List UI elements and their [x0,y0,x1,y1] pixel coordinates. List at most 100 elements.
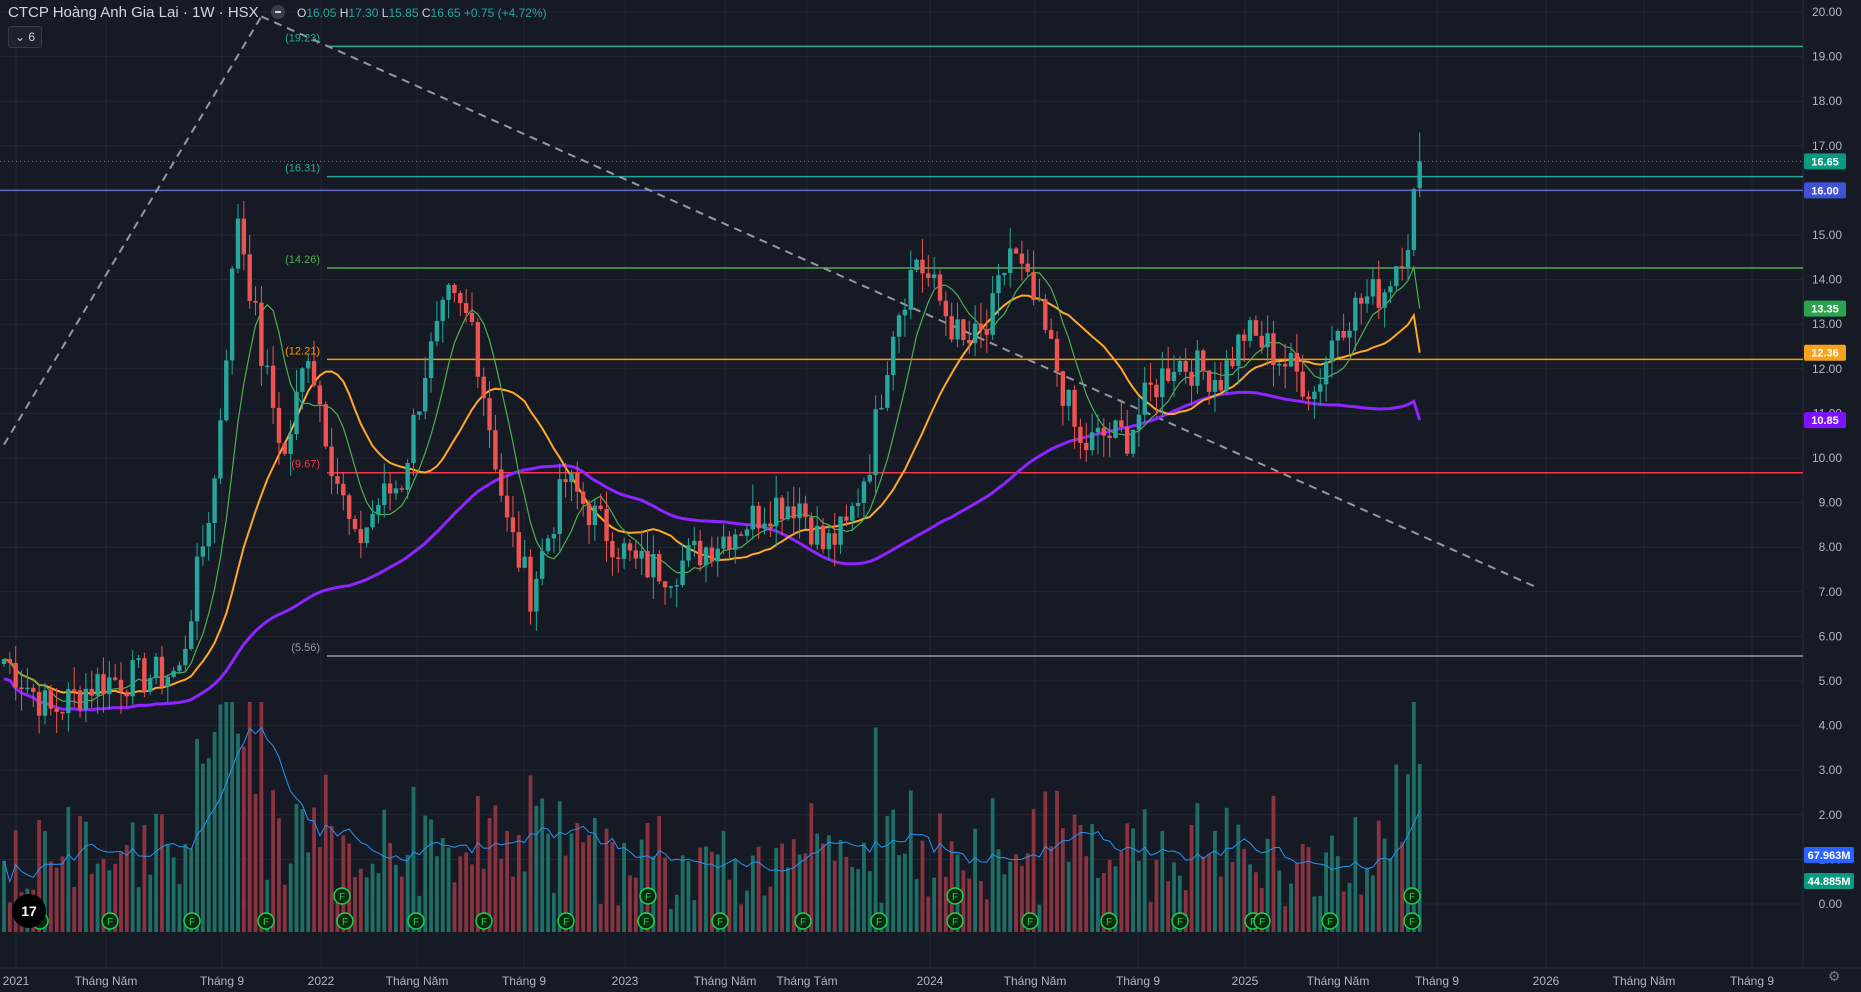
volume-bar [973,828,977,932]
candle-body [697,540,703,566]
close-value: 16.65 [430,6,461,20]
candle-body [130,660,135,697]
candle-body [458,293,463,304]
event-marker: F [1403,887,1421,905]
volume-bar [522,871,527,932]
event-marker: F [407,912,425,930]
candle-body [1300,371,1305,397]
volume-bar [1072,814,1077,932]
candle-body [382,483,387,506]
candle-body [1154,384,1159,398]
event-marker-circle [1171,912,1189,930]
candle-body [610,541,615,558]
event-marker: F [1171,912,1189,930]
volume-bar [756,846,761,932]
candle-body [358,528,364,544]
candle-body [446,284,451,300]
y-tick-label: 3.00 [1819,763,1843,777]
volume-bar [136,887,141,932]
event-marker: F [101,912,119,930]
volume-bar [1119,851,1124,932]
price-badge-text: 16.00 [1811,185,1839,197]
fib-level-label: (19.23) [285,32,320,44]
volume-bar [1365,867,1369,932]
candle-body [621,543,627,559]
candle-body [1382,292,1387,308]
candle-body [733,534,738,550]
candle-body [914,259,919,270]
price-badge: 16.65 [1804,153,1846,170]
event-marker-label: F [800,917,806,928]
volume-bar [1294,863,1299,932]
candle-body [294,391,299,435]
x-tick-label: 2023 [612,974,639,988]
event-marker: F [1321,912,1339,930]
volume-bar [435,856,439,932]
candle-body [692,540,697,546]
candle-body [1242,334,1247,341]
indicators-toggle[interactable]: ⌄ 6 [8,26,43,48]
candle-body [1318,384,1323,392]
candle-body [709,547,715,562]
volume-bar [1324,852,1328,932]
candle-body [1183,360,1188,372]
candle-body [563,479,568,483]
y-tick-label: 13.00 [1812,317,1842,331]
candle-body [1335,331,1340,341]
candle-body [1119,420,1124,427]
candle-body [586,503,592,526]
candle-body [376,505,381,514]
event-marker-label: F [481,917,487,928]
candle-body [417,411,422,415]
event-marker-label: F [1409,917,1415,928]
candle-body [317,385,323,405]
candle-body [183,648,188,666]
event-marker: F [257,912,275,930]
volume-bar [1265,838,1270,932]
candle-body [499,469,504,496]
volume-bar [329,825,334,932]
symbol-title[interactable]: CTCP Hoàng Anh Gia Lai · 1W · HSX [8,4,259,21]
collapse-icon[interactable] [270,5,285,19]
volume-bar [1137,860,1141,932]
candle-body [592,505,598,526]
volume-bar [967,878,972,932]
volume-bar [1101,873,1106,932]
candle-body [387,483,393,494]
gear-icon[interactable]: ⚙ [1828,968,1841,984]
candle-body [101,674,106,695]
event-marker: F [183,912,201,930]
candle-body [727,536,732,550]
candle-body [1013,248,1019,254]
volume-bar [277,818,281,932]
ma-slow-line [3,390,1422,712]
candle-body [1277,363,1282,366]
volume-bar [546,833,550,932]
candle-body [844,516,849,521]
event-marker: F [1403,912,1421,930]
candle-body [557,479,562,534]
volume-bar [552,892,556,932]
event-marker-circle [1100,912,1118,930]
volume-bar [323,774,328,932]
tradingview-logo-icon[interactable]: 17 [12,894,46,928]
volume-bar [394,864,398,932]
volume-bar [60,856,65,932]
event-marker-label: F [189,917,195,928]
candle-body [580,491,586,504]
candle-body [744,529,750,536]
volume-bar [1254,872,1258,932]
candle-body [493,430,498,470]
candle-body [545,538,551,552]
volume-bar [604,828,609,932]
volume-bar [943,876,948,932]
volume-bar [1318,895,1323,932]
volume-bar [124,845,129,932]
candle-body [1218,379,1223,391]
candle-body [1265,333,1270,348]
candle-body [452,284,457,294]
volume-bar [1166,881,1171,932]
candle-body [77,690,83,710]
x-tick-label: Tháng 9 [1116,974,1160,988]
